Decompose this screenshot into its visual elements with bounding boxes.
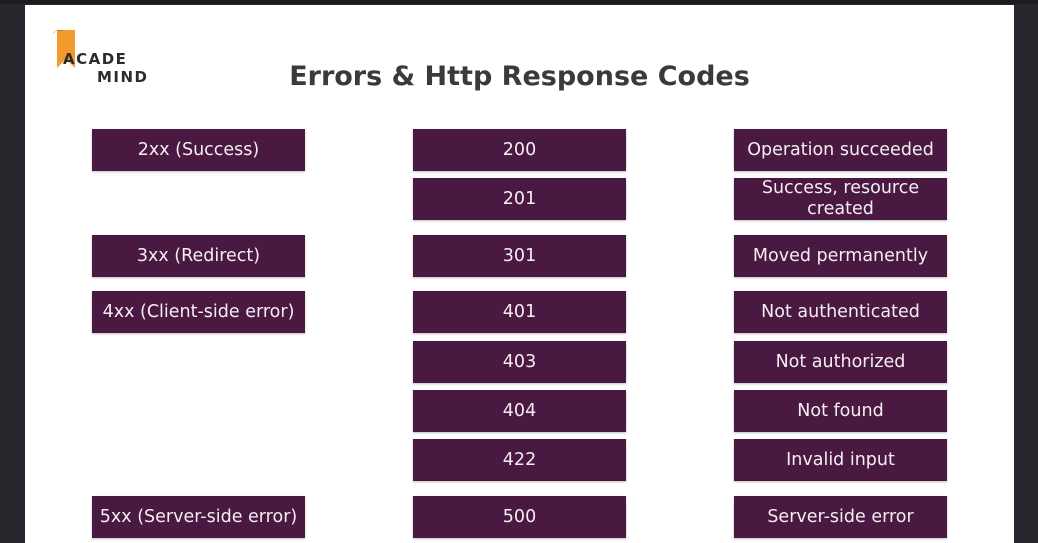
code-422: 422 (413, 439, 626, 481)
category-2xx: 2xx (Success) (92, 129, 305, 171)
code-200: 200 (413, 129, 626, 171)
code-403: 403 (413, 341, 626, 383)
description-403: Not authorized (734, 341, 947, 383)
academind-logo: ACADE MIND (53, 28, 163, 88)
code-500: 500 (413, 496, 626, 538)
description-422: Invalid input (734, 439, 947, 481)
description-404: Not found (734, 390, 947, 432)
code-301: 301 (413, 235, 626, 277)
code-201: 201 (413, 178, 626, 220)
category-4xx: 4xx (Client-side error) (92, 291, 305, 333)
description-401: Not authenticated (734, 291, 947, 333)
code-404: 404 (413, 390, 626, 432)
window-top-strip (0, 0, 1038, 4)
description-201: Success, resource created (734, 178, 947, 220)
description-200: Operation succeeded (734, 129, 947, 171)
description-301: Moved permanently (734, 235, 947, 277)
slide-title: Errors & Http Response Codes (289, 61, 750, 92)
code-401: 401 (413, 291, 626, 333)
logo-text-line1: ACADE (63, 50, 128, 68)
presentation-slide: ACADE MIND Errors & Http Response Codes … (25, 5, 1014, 543)
category-3xx: 3xx (Redirect) (92, 235, 305, 277)
category-5xx: 5xx (Server-side error) (92, 496, 305, 538)
description-500: Server-side error (734, 496, 947, 538)
logo-text-line2: MIND (97, 68, 149, 86)
bookmark-logo-icon (53, 30, 75, 68)
